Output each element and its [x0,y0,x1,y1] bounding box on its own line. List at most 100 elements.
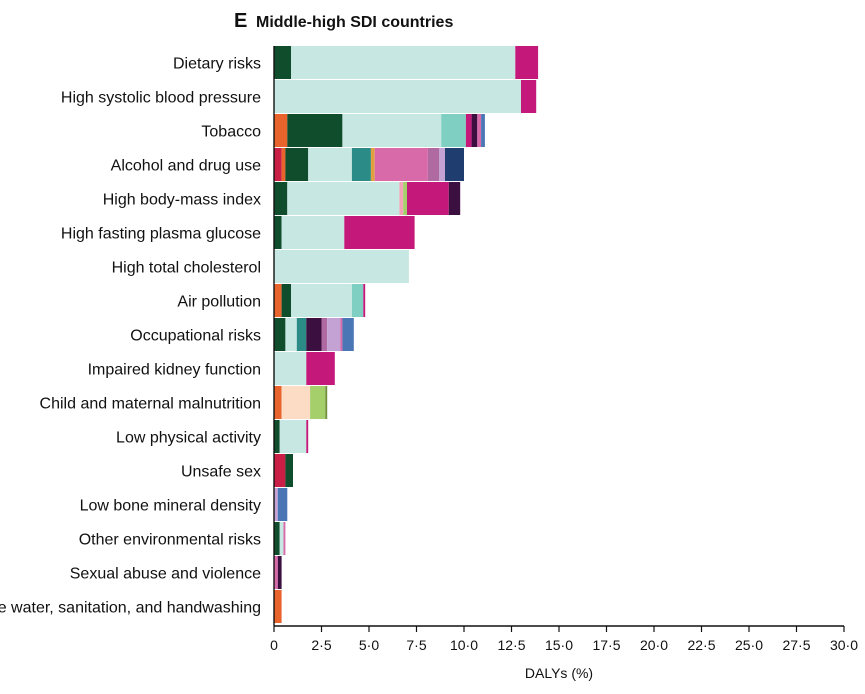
bar-segment [370,148,375,181]
bar-segment [274,352,307,385]
bar-segment [321,318,328,351]
x-tick-label: 2·5 [311,637,331,653]
bar-segment [306,318,322,351]
bar-segment [477,114,482,147]
bar-segment [327,318,341,351]
x-tick-label: 20·0 [640,637,668,653]
category-label: Unsafe sex [181,464,261,481]
x-tick-label: 25·0 [735,637,763,653]
bar-segment [363,284,366,317]
panel-letter: E [234,10,247,32]
bar-segment [285,148,309,181]
bar-segment [308,148,352,181]
bar-segment [306,352,335,385]
category-label: Dietary risks [173,56,261,73]
bar-segment [281,148,286,181]
bar-segment [342,114,442,147]
bar-segment [439,148,445,181]
bar-segment [274,556,278,589]
bar-segment [274,454,286,487]
x-tick-label: 15·0 [545,637,573,653]
x-axis-ticks: 0 2·5 5·0 7·5 10·0 12·5 15·0 17·5 20·0 22·5 25·0 27… [270,626,858,653]
bar-segment [274,114,288,147]
bar-segment [281,386,311,419]
bar-segment [287,114,343,147]
category-label: Tobacco [201,124,261,141]
bar-segment [340,318,343,351]
bar-segment [274,46,292,79]
bar-segment [441,114,466,147]
bar-segment [471,114,478,147]
x-tick-label: 0 [270,637,278,653]
bar-segment [325,386,328,419]
x-tick-label: 10·0 [450,637,478,653]
x-tick-label: 17·5 [592,637,620,653]
bar-segment [285,454,293,487]
bar-segment [351,148,371,181]
x-tick-label: 27·5 [782,637,810,653]
bar-segment [274,80,521,113]
category-label: High systolic blood pressure [61,90,261,107]
bar-segment [281,216,345,249]
bar-segment [399,182,404,215]
bar-segment [281,284,292,317]
bar-segment [427,148,440,181]
bar-segment [279,420,307,453]
bar-segment [274,488,278,521]
bar-segment [407,182,449,215]
x-tick-label: 30·0 [830,637,858,653]
bar-segment [448,182,461,215]
bar-segment [342,318,354,351]
bars-layer [274,46,539,623]
category-label: Low bone mineral density [80,498,261,515]
bar-segment [277,556,282,589]
bar-segment [344,216,415,249]
bar-segment [274,590,282,623]
bar-segment [277,488,288,521]
x-tick-label: 5·0 [359,637,379,653]
bar-segment [274,318,286,351]
bar-segment [310,386,326,419]
category-label: Unsafe water, sanitation, and handwashin… [0,600,261,617]
bar-segment [274,522,280,555]
bar-segment [351,284,364,317]
bar-segment [291,46,516,79]
category-label: High fasting plasma glucose [61,226,261,243]
bar-segment [274,148,282,181]
bar-segment [274,182,288,215]
bar-segment [285,318,297,351]
bar-segment [445,148,464,181]
bar-segment [274,420,280,453]
category-label: Sexual abuse and violence [70,566,261,583]
x-axis-title: DALYs (%) [525,665,593,681]
bar-segment [274,284,282,317]
x-tick-label: 7·5 [406,637,426,653]
bar-segment [283,522,286,555]
x-tick-label: 22·5 [687,637,715,653]
bar-segment [521,80,537,113]
category-label: Air pollution [177,294,261,311]
bar-segment [274,216,282,249]
bar-segment [274,250,409,283]
bar-segment [403,182,407,215]
category-labels: Dietary risks High systolic blood pressur… [0,56,261,617]
category-label: Alcohol and drug use [111,158,261,175]
bar-segment [291,284,352,317]
bar-segment [374,148,428,181]
chart-title: Middle-high SDI countries [256,14,453,31]
category-label: High body-mass index [103,192,261,209]
bar-segment [274,386,282,419]
bar-segment [306,420,309,453]
x-tick-label: 12·5 [497,637,525,653]
bar-segment [481,114,485,147]
category-label: Other environmental risks [79,532,261,549]
bar-segment [296,318,307,351]
category-label: Occupational risks [130,328,261,345]
category-label: Impaired kidney function [88,362,261,379]
bar-segment [287,182,400,215]
bar-segment [515,46,539,79]
category-label: Child and maternal malnutrition [40,396,261,413]
category-label: Low physical activity [116,430,261,447]
category-label: High total cholesterol [112,260,261,277]
